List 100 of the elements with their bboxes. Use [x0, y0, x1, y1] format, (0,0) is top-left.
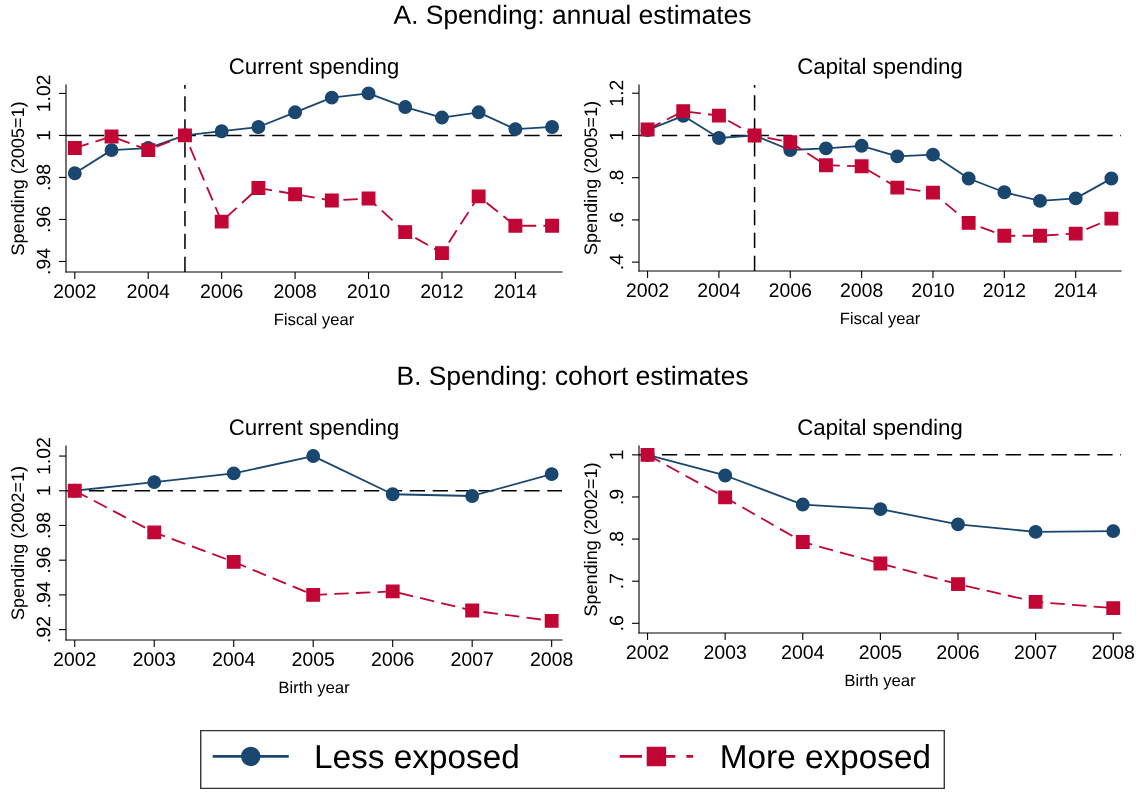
point	[951, 517, 965, 532]
point	[1106, 601, 1121, 616]
point	[385, 584, 400, 599]
x-tick-label: 2008	[274, 284, 316, 299]
x-tick-label: 2004	[782, 645, 824, 660]
x-tick-label: 2003	[704, 645, 746, 660]
x-tick-label: 2004	[698, 283, 740, 298]
point	[288, 105, 303, 120]
legend-label: Less exposed	[316, 743, 518, 775]
point	[711, 108, 726, 123]
point	[718, 468, 733, 483]
x-tick-label: 2004	[213, 652, 255, 667]
point	[1033, 193, 1047, 208]
point	[306, 587, 321, 602]
point	[961, 171, 976, 186]
y-axis-title: Spending (2002=1)	[583, 463, 601, 616]
x-tick-label: 2006	[769, 283, 812, 298]
x-tick-label: 2002	[54, 652, 96, 667]
point	[873, 502, 888, 517]
y-tick-label: 1	[36, 486, 51, 495]
point	[1028, 524, 1043, 539]
y-tick-label: .94	[36, 581, 51, 607]
point	[324, 193, 339, 208]
y-tick-label: 1	[609, 450, 624, 459]
point	[890, 149, 905, 164]
x-axis-title: Fiscal year	[275, 313, 355, 329]
point	[795, 497, 810, 512]
x-tick-label: 2012	[983, 283, 1025, 298]
x-tick-label: 2006	[372, 652, 414, 667]
point	[214, 214, 229, 229]
point	[711, 131, 726, 145]
point	[854, 138, 869, 153]
x-tick-label: 2010	[347, 284, 390, 299]
point	[385, 487, 400, 502]
point	[676, 104, 691, 119]
point	[508, 122, 523, 137]
y-tick-label: .7	[609, 574, 624, 588]
x-tick-label: 2008	[1092, 645, 1135, 660]
chart-title: Capital spending	[798, 418, 962, 440]
x-axis-title: Birth year	[279, 681, 350, 697]
point	[1033, 228, 1047, 243]
chart-title: Current spending	[229, 418, 398, 440]
point	[226, 554, 241, 569]
x-tick-label: 2007	[1014, 645, 1057, 660]
x-tick-label: 2012	[421, 284, 463, 299]
y-tick-label: .98	[36, 164, 51, 190]
point	[783, 135, 798, 150]
point	[951, 577, 965, 592]
point	[926, 185, 940, 200]
x-tick-label: 2003	[133, 652, 176, 667]
point	[544, 467, 559, 482]
x-tick-label: 2008	[531, 652, 573, 667]
y-tick-label: .96	[36, 206, 51, 232]
point	[398, 100, 413, 115]
x-tick-label: 2004	[127, 284, 170, 299]
point	[214, 124, 229, 139]
point	[324, 90, 339, 105]
x-tick-label: 2005	[859, 645, 902, 660]
point	[1104, 211, 1119, 226]
x-tick-label: 2014	[1055, 283, 1097, 298]
legend-label: More exposed	[722, 743, 929, 775]
point	[1068, 191, 1083, 206]
point	[997, 185, 1012, 200]
y-tick-label: .9	[609, 489, 624, 504]
y-tick-label: .96	[36, 547, 51, 572]
point	[226, 466, 241, 481]
x-tick-label: 2010	[912, 283, 954, 298]
chart-title: Capital spending	[798, 57, 962, 79]
y-tick-label: .94	[36, 248, 51, 274]
point	[435, 110, 449, 125]
point	[890, 180, 905, 195]
point	[718, 490, 733, 505]
point	[545, 218, 560, 233]
point	[361, 86, 376, 101]
y-tick-label: .98	[36, 512, 51, 538]
point	[1068, 226, 1083, 241]
point	[251, 120, 266, 134]
point	[1104, 171, 1119, 186]
x-tick-label: 2002	[54, 284, 96, 299]
point	[465, 489, 480, 503]
y-axis-title: Spending (2005=1)	[10, 102, 28, 255]
point	[251, 181, 266, 195]
point	[873, 556, 888, 571]
x-tick-label: 2006	[937, 645, 979, 660]
point	[544, 613, 559, 628]
point	[854, 159, 869, 174]
x-tick-label: 2006	[201, 284, 243, 299]
y-axis-title: Spending (2005=1)	[583, 102, 601, 255]
y-tick-label: .6	[609, 212, 624, 227]
y-tick-label: 1.02	[36, 438, 51, 474]
y-tick-label: .6	[609, 616, 624, 630]
point	[471, 189, 486, 204]
point	[67, 141, 82, 155]
point	[926, 147, 940, 162]
y-tick-label: .8	[609, 531, 624, 546]
point	[398, 225, 413, 240]
point	[288, 187, 303, 202]
point	[306, 449, 321, 464]
point	[67, 166, 82, 181]
y-tick-label: 1.2	[609, 80, 624, 106]
